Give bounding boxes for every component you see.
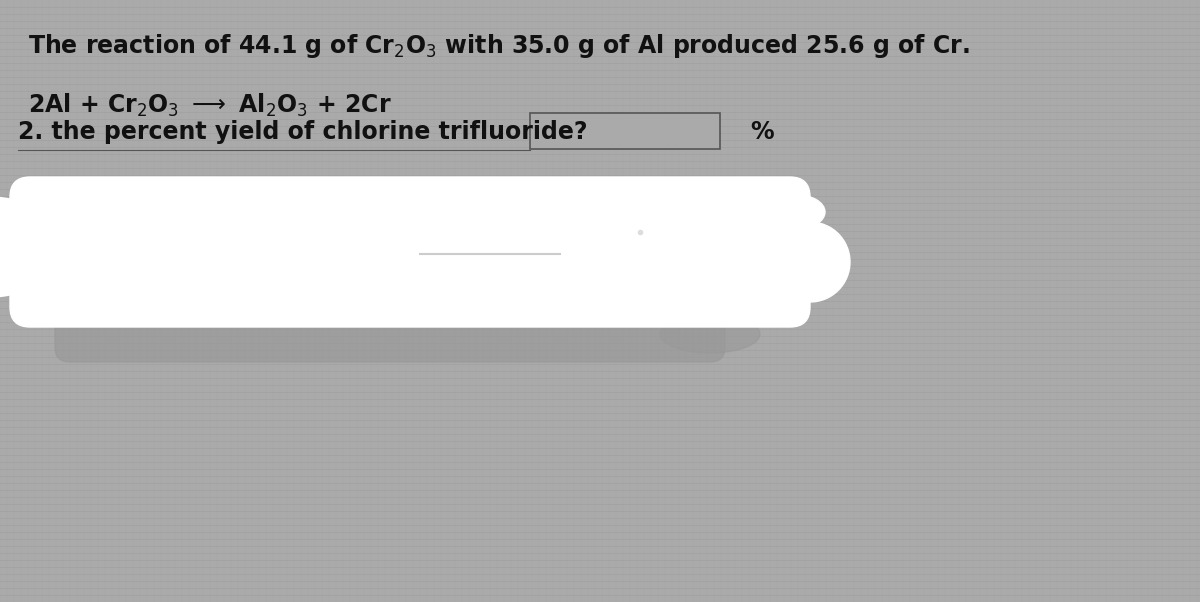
Text: %: % xyxy=(750,120,774,144)
Ellipse shape xyxy=(766,194,826,229)
FancyBboxPatch shape xyxy=(10,177,810,327)
Text: 2. the percent yield of chlorine trifluoride?: 2. the percent yield of chlorine trifluo… xyxy=(18,120,588,144)
Text: The reaction of 44.1 g of Cr$_2$O$_3$ with 35.0 g of Al produced 25.6 g of Cr.: The reaction of 44.1 g of Cr$_2$O$_3$ wi… xyxy=(28,32,970,60)
Ellipse shape xyxy=(0,197,60,297)
Text: 2Al + Cr$_2$O$_3$ $\longrightarrow$ Al$_2$O$_3$ + 2Cr: 2Al + Cr$_2$O$_3$ $\longrightarrow$ Al$_… xyxy=(28,92,391,119)
Ellipse shape xyxy=(660,315,760,353)
Bar xyxy=(530,113,720,149)
FancyBboxPatch shape xyxy=(55,282,725,362)
Ellipse shape xyxy=(770,222,850,302)
